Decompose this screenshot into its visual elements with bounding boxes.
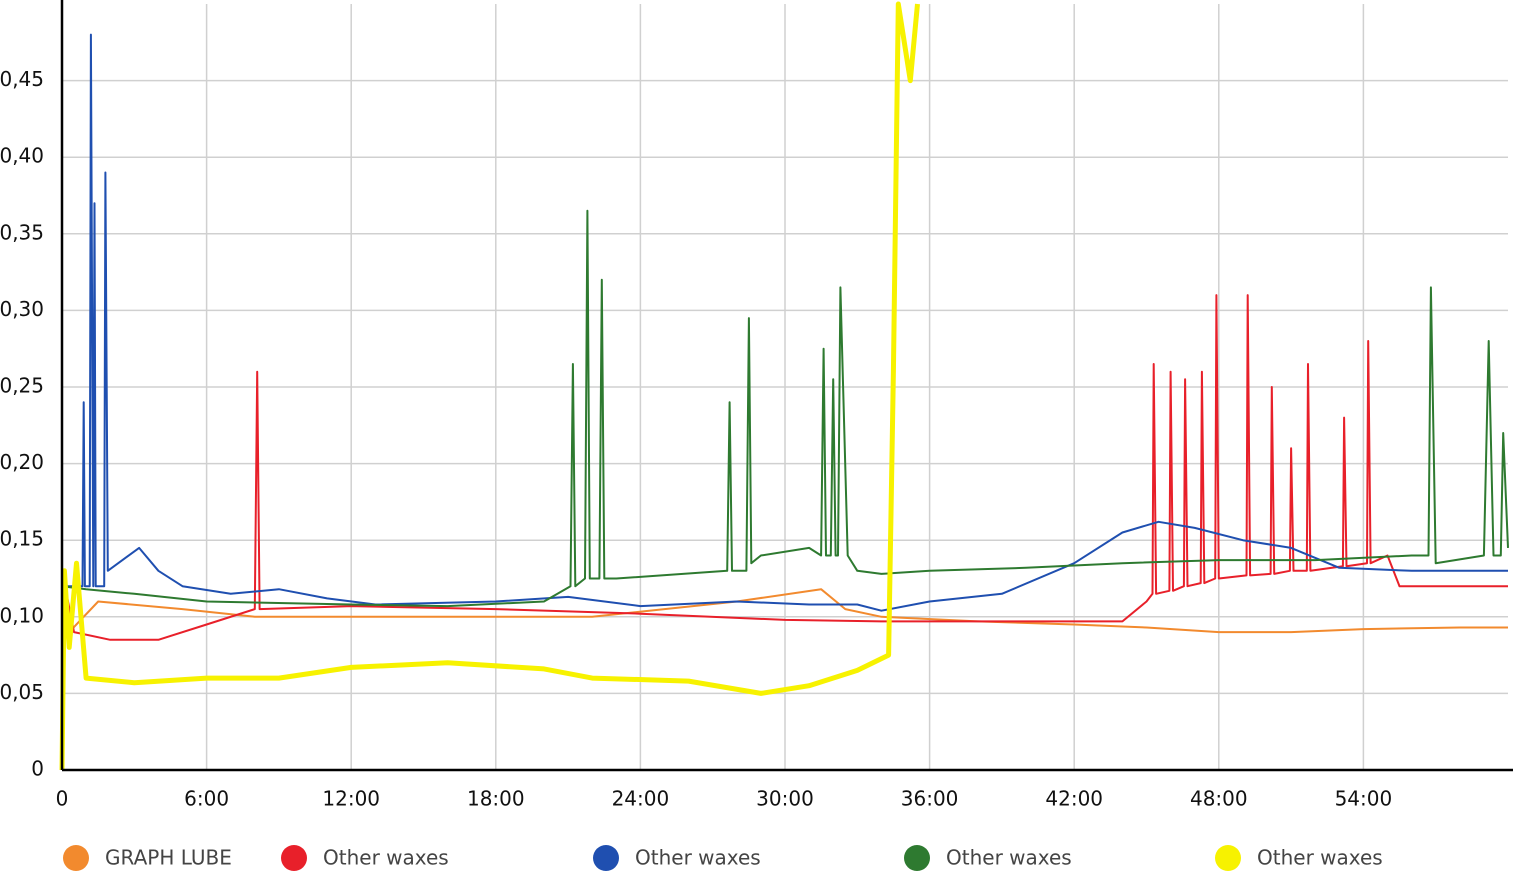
legend-marker bbox=[1215, 845, 1241, 871]
x-tick-label: 30:00 bbox=[756, 787, 814, 811]
y-tick-label: 0,10 bbox=[0, 603, 44, 627]
y-tick-label: 0,20 bbox=[0, 450, 44, 474]
legend-label: Other waxes bbox=[323, 846, 449, 870]
y-tick-label: 0,30 bbox=[0, 297, 44, 321]
y-tick-label: 0 bbox=[31, 757, 44, 781]
x-tick-label: 18:00 bbox=[467, 787, 525, 811]
legend-marker bbox=[593, 845, 619, 871]
x-tick-label: 0 bbox=[56, 787, 69, 811]
y-tick-label: 0,45 bbox=[0, 67, 44, 91]
y-tick-label: 0,05 bbox=[0, 680, 44, 704]
legend-marker bbox=[904, 845, 930, 871]
line bbox=[61, 209, 1509, 608]
y-tick-label: 0,35 bbox=[0, 220, 44, 244]
x-tick-label: 36:00 bbox=[901, 787, 959, 811]
line bbox=[59, 1, 920, 771]
x-tick-label: 42:00 bbox=[1045, 787, 1103, 811]
x-tick-label: 6:00 bbox=[184, 787, 229, 811]
legend-label: Other waxes bbox=[635, 846, 761, 870]
x-tick-label: 48:00 bbox=[1190, 787, 1248, 811]
legend-label: Other waxes bbox=[1257, 846, 1383, 870]
legend-marker bbox=[281, 845, 307, 871]
x-tick-label: 54:00 bbox=[1335, 787, 1393, 811]
line bbox=[61, 294, 1508, 641]
y-tick-label: 0,15 bbox=[0, 527, 44, 551]
y-tick-label: 0,25 bbox=[0, 374, 44, 398]
legend-marker bbox=[63, 845, 89, 871]
legend-label: Other waxes bbox=[946, 846, 1072, 870]
x-tick-label: 24:00 bbox=[612, 787, 670, 811]
legend-label: GRAPH LUBE bbox=[105, 846, 232, 870]
line bbox=[61, 570, 1508, 634]
x-tick-label: 12:00 bbox=[322, 787, 380, 811]
y-tick-label: 0,40 bbox=[0, 144, 44, 168]
